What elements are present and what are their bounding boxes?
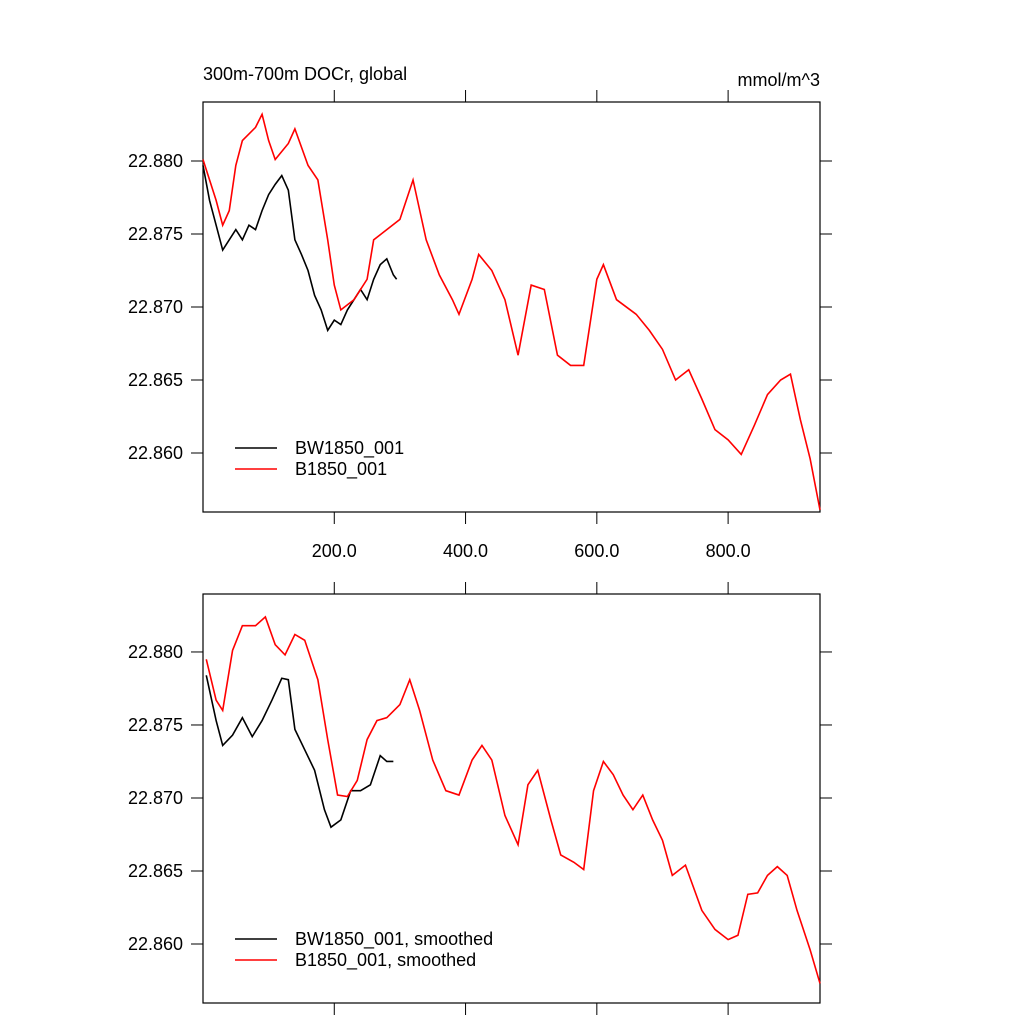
- series-line: [205, 615, 821, 984]
- x-tick-label: 400.0: [443, 541, 488, 561]
- y-tick-label: 22.870: [128, 788, 183, 808]
- x-tick-label: 800.0: [706, 541, 751, 561]
- series-line: [205, 675, 394, 829]
- legend-label: BW1850_001, smoothed: [295, 929, 493, 950]
- y-tick-label: 22.880: [128, 642, 183, 662]
- legend-label: BW1850_001: [295, 438, 404, 459]
- y-tick-label: 22.865: [128, 861, 183, 881]
- chart-title: 300m-700m DOCr, global: [203, 64, 407, 84]
- y-tick-label: 22.865: [128, 370, 183, 390]
- y-tick-label: 22.860: [128, 934, 183, 954]
- series-line: [202, 111, 821, 511]
- plot-frame: [202, 593, 821, 1004]
- y-tick-label: 22.875: [128, 715, 183, 735]
- y-tick-label: 22.875: [128, 224, 183, 244]
- y-tick-label: 22.860: [128, 443, 183, 463]
- x-tick-label: 200.0: [312, 541, 357, 561]
- legend-label: B1850_001, smoothed: [295, 950, 476, 971]
- series-line: [202, 165, 398, 333]
- legend-label: B1850_001: [295, 459, 387, 480]
- y-tick-label: 22.880: [128, 151, 183, 171]
- y-tick-label: 22.870: [128, 297, 183, 317]
- units-label: mmol/m^3: [738, 70, 820, 90]
- x-tick-label: 600.0: [574, 541, 619, 561]
